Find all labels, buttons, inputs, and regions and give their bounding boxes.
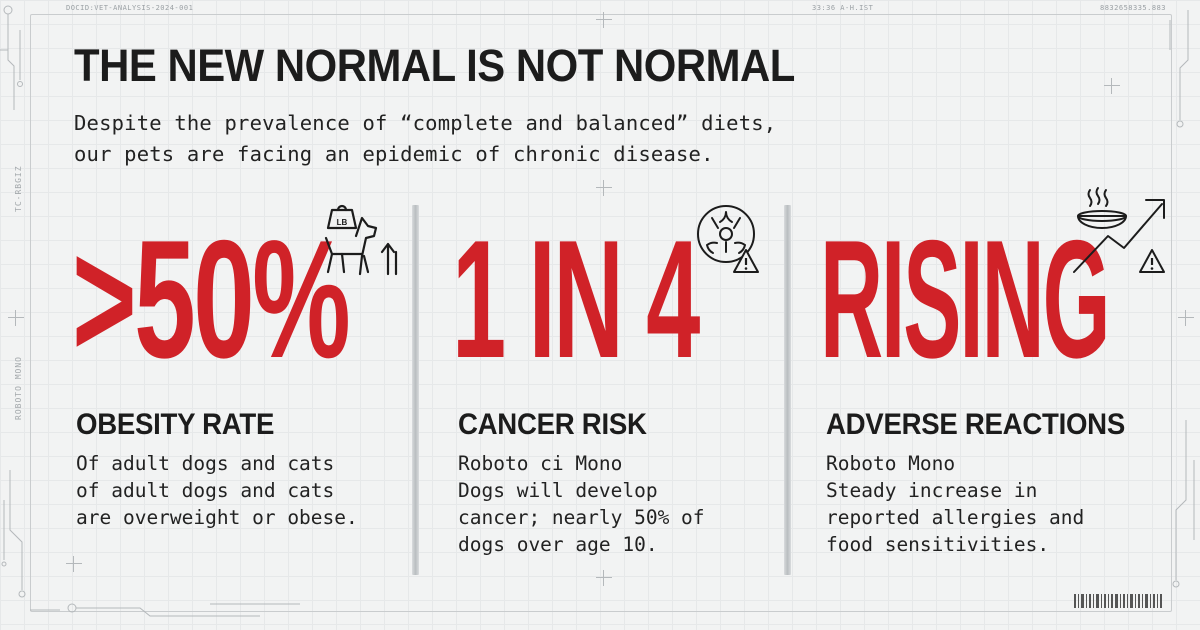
timestamp: 33:36 A-H.IST: [812, 4, 874, 12]
description-line: of adult dogs and cats: [76, 479, 335, 502]
column-divider: [784, 205, 791, 575]
stat-label-obesity: OBESITY RATE: [76, 408, 275, 441]
description-line: Steady increase in: [826, 479, 1038, 502]
crosshair-mark: [596, 12, 612, 28]
crosshair-mark: [1104, 78, 1120, 94]
description-line: Of adult dogs and cats: [76, 452, 335, 475]
stat-description-cancer: Roboto ci Mono Dogs will develop cancer;…: [458, 450, 705, 558]
headline: THE NEW NORMAL IS NOT NORMAL: [74, 40, 795, 91]
svg-text:LB: LB: [337, 218, 348, 227]
description-line: Dogs will develop: [458, 479, 658, 502]
stat-value-obesity: >50%: [72, 205, 351, 393]
description-line: reported allergies and: [826, 506, 1085, 529]
description-line: cancer; nearly 50% of: [458, 506, 705, 529]
column-divider: [412, 205, 419, 575]
doc-id: DOCID:VET-ANALYSIS-2024-001: [66, 4, 194, 12]
dog-weight-icon: LB: [324, 204, 398, 276]
description-line: dogs over age 10.: [458, 533, 658, 556]
crosshair-mark: [596, 180, 612, 196]
barcode-icon: [1074, 594, 1162, 608]
circuit-decoration-bottom-right: [1172, 420, 1195, 588]
side-code: TC-RBGIZ: [14, 165, 23, 212]
stat-value-adverse-reactions: RISING: [820, 205, 1111, 393]
description-line: are overweight or obese.: [76, 506, 358, 529]
subheadline: Despite the prevalence of “complete and …: [74, 108, 874, 170]
circuit-decoration-top-left: [0, 5, 23, 110]
food-bowl-rising-arrow-icon: [1073, 187, 1165, 273]
stat-value-cancer: 1 IN 4: [452, 205, 700, 393]
circuit-decoration-bottom: [67, 603, 300, 617]
circuit-decoration-bottom-left: [1, 470, 60, 611]
stat-label-cancer: CANCER RISK: [458, 408, 647, 441]
description-line: food sensitivities.: [826, 533, 1050, 556]
serial-number: 8832658335.883: [1100, 4, 1167, 12]
subheadline-line: our pets are facing an epidemic of chron…: [74, 142, 714, 166]
crosshair-mark: [8, 310, 24, 326]
subheadline-line: Despite the prevalence of “complete and …: [74, 111, 777, 135]
stat-label-adverse-reactions: ADVERSE REACTIONS: [826, 408, 1125, 441]
stat-description-obesity: Of adult dogs and cats of adult dogs and…: [76, 450, 358, 531]
description-line: Roboto Mono: [826, 452, 956, 475]
side-label: ROBOTO MONO: [14, 356, 23, 420]
crosshair-mark: [596, 570, 612, 586]
stat-description-adverse-reactions: Roboto Mono Steady increase in reported …: [826, 450, 1084, 558]
crosshair-mark: [66, 556, 82, 572]
biohazard-icon: [697, 205, 759, 273]
description-line: Roboto ci Mono: [458, 452, 623, 475]
crosshair-mark: [1178, 310, 1194, 326]
circuit-decoration-top-right: [1169, 10, 1189, 128]
